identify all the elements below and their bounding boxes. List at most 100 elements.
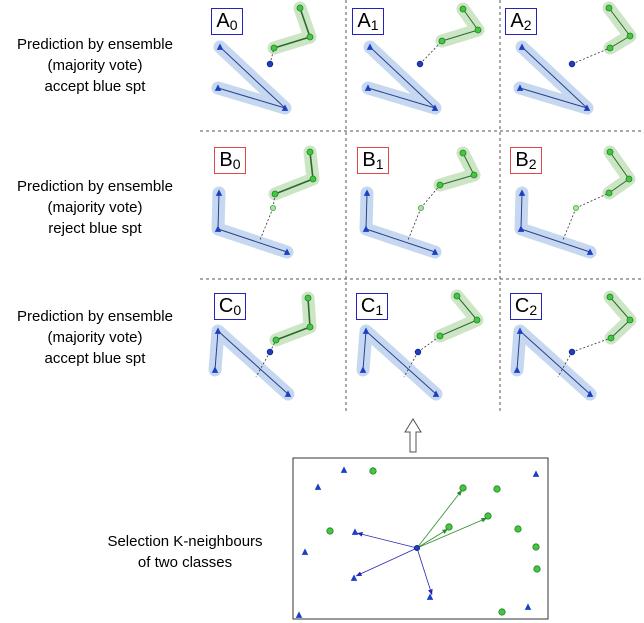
green-point [453, 292, 461, 300]
green-edge [439, 319, 478, 337]
link-line [417, 335, 441, 353]
tile-a1 [361, 2, 485, 115]
green-point [309, 175, 317, 183]
blue-edge [365, 228, 436, 253]
green-point [306, 148, 314, 156]
neighbour-arrow-blue [416, 547, 433, 596]
green-edge [456, 295, 478, 321]
blue-edge [519, 87, 588, 109]
tile-label-b1: B1 [357, 147, 389, 174]
tile-a2 [513, 1, 637, 115]
tile-label-c0: C0 [214, 293, 246, 320]
row-caption-a-line1: Prediction by ensemble [17, 36, 173, 53]
green-point [626, 316, 634, 324]
blue-edge [367, 87, 436, 109]
green-hull [602, 145, 636, 200]
blue-edge [217, 330, 289, 395]
link-line [259, 207, 274, 241]
green-point [625, 175, 633, 183]
blue-point [513, 366, 521, 373]
green-edge [608, 178, 630, 194]
blue-point [583, 104, 591, 111]
link-line [571, 337, 612, 353]
blue-edge [365, 192, 368, 230]
green-edge [608, 7, 631, 37]
green-edge [275, 326, 311, 341]
tile-label-b0: B0 [214, 147, 246, 174]
tile-a0 [211, 1, 317, 115]
tile-label-a2: A2 [505, 8, 537, 35]
neighbour-arrow-green [416, 489, 463, 549]
row-caption-b-line3: reject blue spt [48, 220, 142, 237]
row-caption-c-line1: Prediction by ensemble [17, 308, 173, 325]
query-point [573, 204, 580, 211]
blue-edge [217, 228, 288, 253]
selection-green-point [514, 525, 522, 533]
grid-lines [200, 0, 644, 412]
green-edge [274, 178, 314, 195]
selection-blue-point [426, 593, 434, 600]
blue-point [431, 248, 439, 255]
blue-hull [359, 186, 442, 259]
selection-blue-point [301, 548, 309, 555]
blue-point [362, 225, 370, 232]
neighbour-arrow-blue [355, 547, 418, 577]
selection-panel [292, 457, 549, 620]
green-point [606, 293, 614, 301]
green-edge [610, 319, 631, 339]
blue-point [283, 248, 291, 255]
blue-point [281, 104, 289, 111]
query-point [568, 60, 576, 68]
green-edge [462, 8, 479, 31]
green-point [436, 332, 444, 340]
selection-caption-line1: Selection K-neighbours [107, 533, 263, 550]
green-edge [609, 151, 630, 180]
green-point [271, 190, 279, 198]
green-point [436, 181, 444, 189]
green-hull [433, 289, 484, 343]
selection-green-point [459, 484, 467, 492]
blue-edge [214, 330, 219, 371]
green-point [606, 44, 614, 52]
green-edge [462, 152, 475, 176]
blue-edge [365, 330, 437, 395]
tile-b1 [359, 146, 481, 259]
green-edge [307, 297, 311, 328]
blue-point [284, 390, 292, 397]
blue-point [432, 390, 440, 397]
tile-label-c1: C1 [356, 293, 388, 320]
selection-green-point [498, 608, 506, 616]
blue-point [214, 225, 222, 232]
query-point [269, 204, 276, 211]
blue-edge [217, 87, 286, 109]
blue-point [516, 327, 524, 334]
green-hull [268, 145, 320, 201]
blue-point [518, 189, 526, 196]
tile-c0 [208, 291, 317, 401]
link-line [403, 351, 419, 378]
green-point [304, 294, 312, 302]
blue-point [362, 327, 370, 334]
green-point [606, 148, 614, 156]
tile-label-b2: B2 [510, 147, 542, 174]
row-caption-a-line3: accept blue spt [44, 78, 146, 95]
blue-point [586, 390, 594, 397]
selection-blue-point [524, 603, 532, 610]
green-edge [609, 35, 631, 49]
blue-edge [217, 192, 220, 230]
tile-b2 [514, 145, 636, 259]
selection-frame [292, 457, 549, 620]
neighbour-arrow-blue [356, 532, 418, 549]
tile-c1 [356, 289, 484, 401]
blue-hull [514, 186, 597, 259]
selection-green-point [484, 512, 492, 520]
green-point [470, 171, 478, 179]
blue-point [516, 84, 524, 91]
row-caption-c-line2: (majority vote) [47, 329, 143, 346]
row-caption-b: Prediction by ensemble (majority vote) r… [0, 176, 190, 239]
selection-green-point [493, 485, 501, 493]
green-edge [439, 174, 475, 186]
row-caption-b-line2: (majority vote) [47, 199, 143, 216]
green-edge [309, 151, 314, 180]
